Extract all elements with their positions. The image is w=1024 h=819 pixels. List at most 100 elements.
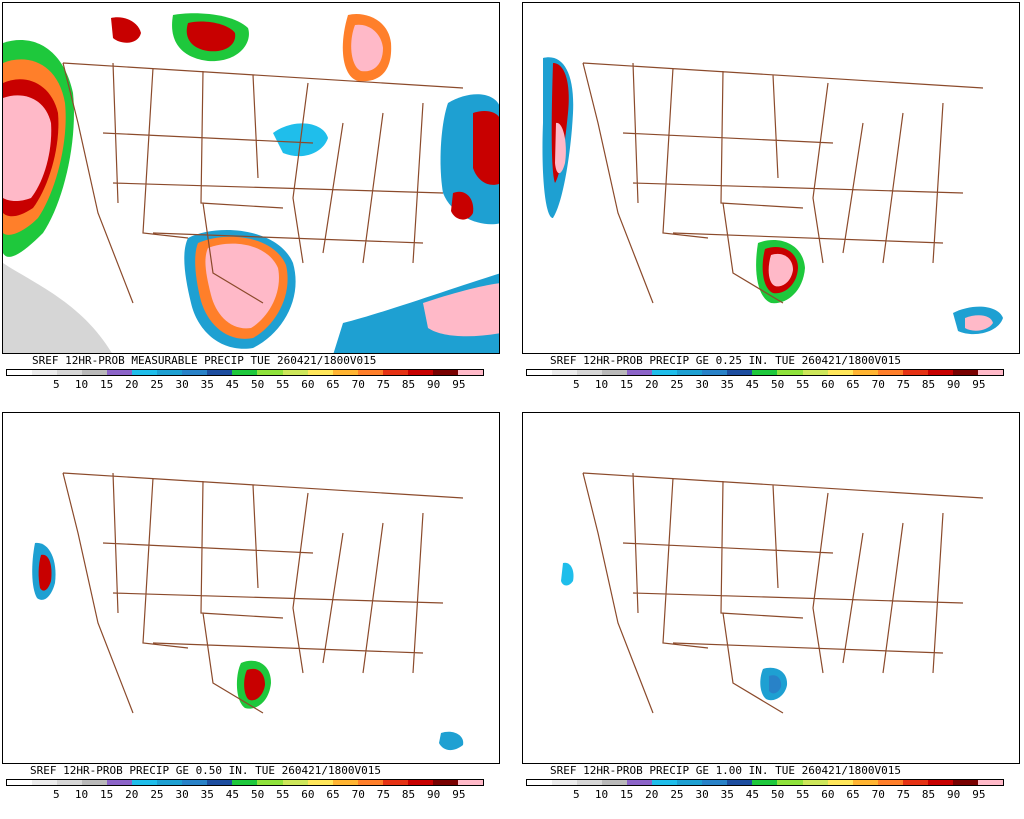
scale-swatch	[777, 370, 803, 375]
panel-title: SREF 12HR-PROB PRECIP GE 0.25 IN. TUE 26…	[548, 354, 903, 368]
precip-areas	[561, 562, 788, 701]
scale-label: 95	[452, 378, 466, 391]
scale-label: 50	[770, 788, 785, 801]
scale-swatch	[432, 370, 458, 375]
panel-precip-ge-050: SREF 12HR-PROB PRECIP GE 0.50 IN. TUE 26…	[2, 412, 500, 816]
map-frame	[522, 412, 1020, 764]
scale-label: 70	[871, 788, 885, 801]
scale-swatch	[332, 370, 358, 375]
scale-swatch	[207, 780, 233, 785]
scale-swatch	[182, 780, 208, 785]
scale-swatch	[257, 370, 283, 375]
scale-label: 15	[620, 378, 634, 391]
scale-swatch	[977, 780, 1003, 785]
scale-swatch	[7, 370, 33, 375]
panel-title: SREF 12HR-PROB PRECIP GE 1.00 IN. TUE 26…	[548, 764, 903, 778]
scale-swatch	[407, 370, 433, 375]
scale-label: 30	[175, 378, 189, 391]
scale-label: 30	[695, 378, 709, 391]
scale-swatch	[877, 780, 903, 785]
state-boundaries	[582, 472, 984, 714]
panel-title: SREF 12HR-PROB MEASURABLE PRECIP TUE 260…	[30, 354, 379, 368]
scale-swatch	[827, 370, 853, 375]
scale-label: 85	[401, 378, 416, 391]
scale-swatch	[677, 780, 703, 785]
scale-swatch	[282, 370, 308, 375]
scale-label: 45	[225, 378, 240, 391]
scale-swatch	[357, 780, 383, 785]
scale-swatch	[977, 370, 1003, 375]
panel-title: SREF 12HR-PROB PRECIP GE 0.50 IN. TUE 26…	[28, 764, 383, 778]
scale-swatch	[702, 370, 728, 375]
color-scale-labels: 5 10 15 20 25 30 35 45 50 55 60 65 70 75 85 90 95	[526, 788, 1004, 802]
scale-swatch	[802, 780, 828, 785]
scale-label: 65	[846, 378, 860, 391]
scale-label: 50	[250, 378, 265, 391]
scale-swatch	[57, 370, 83, 375]
scale-swatch	[577, 780, 603, 785]
scale-label: 60	[301, 788, 315, 801]
scale-label: 5	[53, 788, 60, 801]
scale-swatch	[332, 780, 358, 785]
scale-swatch	[952, 780, 978, 785]
scale-label: 10	[74, 788, 89, 801]
scale-label: 90	[427, 788, 441, 801]
scale-label: 75	[896, 788, 910, 801]
scale-label: 90	[947, 378, 961, 391]
scale-label: 55	[796, 788, 810, 801]
scale-swatch	[852, 370, 878, 375]
scale-swatch	[107, 780, 133, 785]
scale-swatch	[627, 370, 653, 375]
scale-label: 15	[100, 378, 114, 391]
precip-map	[3, 13, 499, 353]
scale-label: 55	[276, 378, 290, 391]
scale-label: 5	[573, 378, 580, 391]
scale-swatch	[527, 780, 553, 785]
scale-label: 35	[720, 788, 734, 801]
scale-label: 95	[972, 378, 986, 391]
scale-label: 10	[74, 378, 89, 391]
precip-map	[542, 57, 1003, 335]
scale-swatch	[877, 370, 903, 375]
scale-swatch	[82, 370, 108, 375]
scale-swatch	[777, 780, 803, 785]
scale-label: 65	[846, 788, 860, 801]
scale-label: 85	[921, 378, 936, 391]
color-scale-bar	[6, 779, 484, 786]
scale-swatch	[257, 780, 283, 785]
scale-label: 20	[125, 788, 139, 801]
state-boundaries	[62, 62, 464, 304]
scale-label: 65	[326, 788, 340, 801]
scale-swatch	[927, 370, 953, 375]
scale-swatch	[802, 370, 828, 375]
state-boundaries	[62, 472, 464, 714]
map-frame	[522, 2, 1020, 354]
scale-swatch	[457, 780, 483, 785]
scale-swatch	[232, 370, 258, 375]
scale-swatch	[552, 780, 578, 785]
scale-label: 75	[376, 378, 390, 391]
scale-swatch	[282, 780, 308, 785]
scale-swatch	[307, 780, 333, 785]
scale-label: 5	[573, 788, 580, 801]
scale-label: 75	[896, 378, 910, 391]
scale-label: 70	[351, 378, 365, 391]
scale-swatch	[527, 370, 553, 375]
scale-label: 10	[594, 788, 609, 801]
scale-label: 35	[200, 378, 214, 391]
scale-swatch	[652, 370, 678, 375]
scale-swatch	[7, 780, 33, 785]
scale-swatch	[457, 370, 483, 375]
scale-label: 90	[947, 788, 961, 801]
scale-label: 30	[175, 788, 189, 801]
scale-label: 10	[594, 378, 609, 391]
scale-swatch	[652, 780, 678, 785]
precip-areas	[32, 542, 464, 751]
scale-label: 75	[376, 788, 390, 801]
precip-areas	[3, 13, 499, 353]
scale-label: 60	[821, 788, 835, 801]
scale-swatch	[407, 780, 433, 785]
scale-swatch	[57, 780, 83, 785]
scale-label: 55	[276, 788, 290, 801]
scale-swatch	[307, 370, 333, 375]
